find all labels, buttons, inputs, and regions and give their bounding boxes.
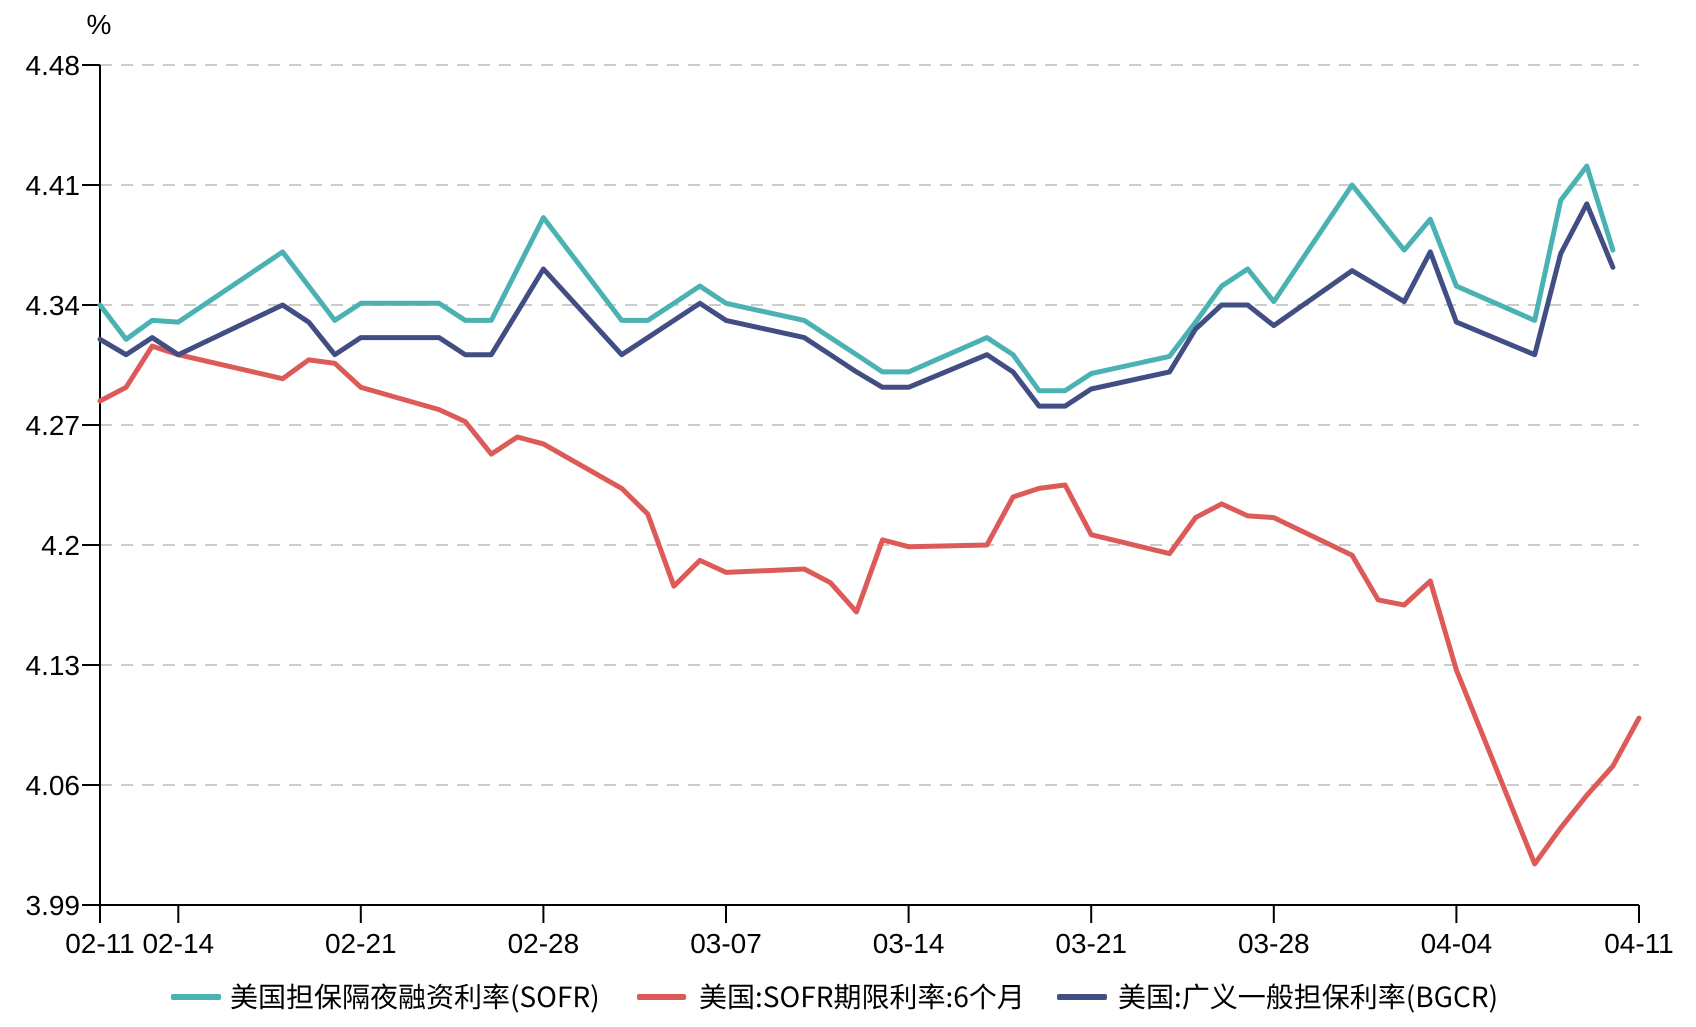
svg-text:04-04: 04-04 xyxy=(1421,928,1493,959)
svg-text:02-21: 02-21 xyxy=(325,928,397,959)
svg-text:03-14: 03-14 xyxy=(873,928,945,959)
svg-text:4.13: 4.13 xyxy=(26,650,81,681)
svg-text:4.41: 4.41 xyxy=(26,170,81,201)
svg-text:%: % xyxy=(87,9,112,40)
svg-text:03-21: 03-21 xyxy=(1055,928,1127,959)
svg-text:3.99: 3.99 xyxy=(26,890,81,921)
svg-text:02-28: 02-28 xyxy=(508,928,580,959)
svg-text:04-11: 04-11 xyxy=(1604,928,1674,959)
svg-text:02-14: 02-14 xyxy=(142,928,214,959)
svg-text:4.34: 4.34 xyxy=(26,290,81,321)
svg-text:02-11: 02-11 xyxy=(65,928,135,959)
svg-text:03-07: 03-07 xyxy=(690,928,762,959)
svg-text:4.06: 4.06 xyxy=(26,770,81,801)
svg-text:4.2: 4.2 xyxy=(41,530,80,561)
svg-text:03-28: 03-28 xyxy=(1238,928,1310,959)
svg-text:4.27: 4.27 xyxy=(26,410,81,441)
svg-text:4.48: 4.48 xyxy=(26,50,81,81)
